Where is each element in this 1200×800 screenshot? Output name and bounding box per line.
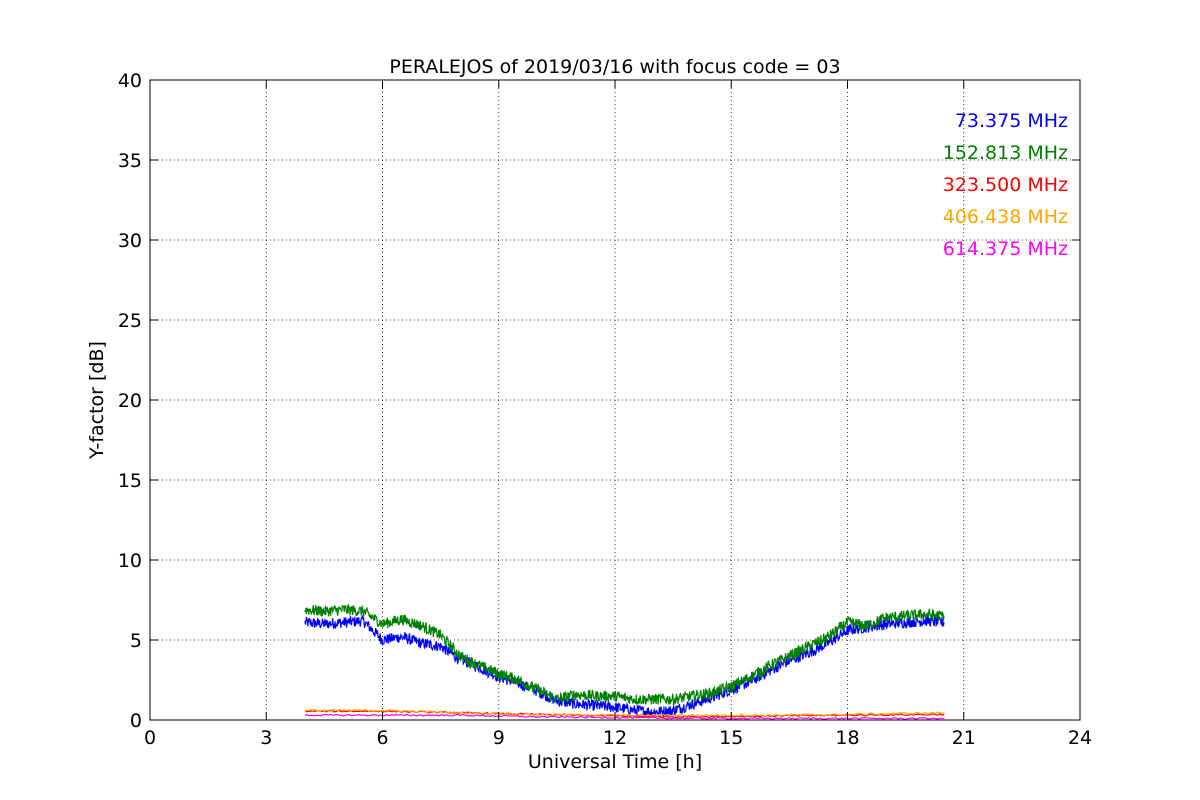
y-tick-label: 15 bbox=[118, 470, 142, 492]
series-line-1 bbox=[304, 614, 945, 718]
y-tick-label: 10 bbox=[118, 550, 142, 572]
y-tick-label: 25 bbox=[118, 310, 142, 332]
x-tick-label: 0 bbox=[144, 727, 156, 749]
y-axis-label: Y-factor [dB] bbox=[86, 341, 108, 460]
y-tick-label: 35 bbox=[118, 150, 142, 172]
y-tick-label: 0 bbox=[130, 710, 142, 732]
x-tick-label: 9 bbox=[493, 727, 505, 749]
x-tick-label: 3 bbox=[260, 727, 272, 749]
x-tick-label: 6 bbox=[376, 727, 388, 749]
x-tick-label: 15 bbox=[719, 727, 743, 749]
x-tick-label: 24 bbox=[1068, 727, 1092, 749]
grid bbox=[150, 80, 1080, 720]
series-line-2 bbox=[304, 604, 945, 706]
legend-entry-2: 152.813 MHz bbox=[943, 142, 1068, 164]
x-tick-label: 18 bbox=[835, 727, 859, 749]
ticks: 0 3 6 9 12 15 18 21 24 0 5 10 15 20 25 30 35 40 bbox=[118, 70, 1092, 749]
x-tick-label: 21 bbox=[952, 727, 976, 749]
y-tick-label: 20 bbox=[118, 390, 142, 412]
legend-entry-1: 73.375 MHz bbox=[955, 110, 1068, 132]
legend-entry-3: 323.500 MHz bbox=[943, 174, 1068, 196]
legend-entry-5: 614.375 MHz bbox=[943, 238, 1068, 260]
y-tick-label: 30 bbox=[118, 230, 142, 252]
x-axis-label: Universal Time [h] bbox=[528, 751, 702, 773]
y-tick-label: 5 bbox=[130, 630, 142, 652]
x-tick-label: 12 bbox=[603, 727, 627, 749]
legend: 73.375 MHz 152.813 MHz 323.500 MHz 406.438 … bbox=[943, 110, 1068, 260]
chart-title: PERALEJOS of 2019/03/16 with focus code … bbox=[389, 56, 840, 78]
y-tick-label: 40 bbox=[118, 70, 142, 92]
legend-entry-4: 406.438 MHz bbox=[943, 206, 1068, 228]
